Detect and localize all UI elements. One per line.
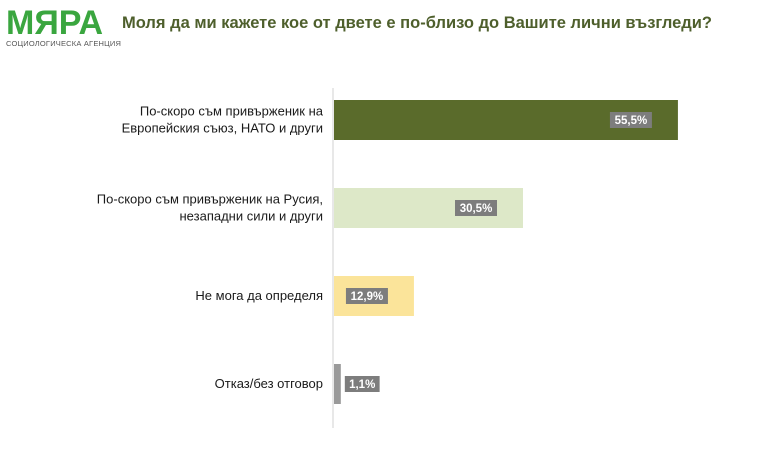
- logo-tagline: СОЦИОЛОГИЧЕСКА АГЕНЦИЯ: [6, 39, 122, 48]
- value-label-3: 1,1%: [349, 379, 375, 391]
- category-label-3: Отказ/без отговор: [215, 376, 323, 391]
- value-label-box-0: [609, 112, 652, 128]
- value-label-2: 12,9%: [351, 291, 384, 303]
- category-label-1: По-скоро съм привърженик на Русия, незапа…: [97, 192, 323, 224]
- chart-title: Моля да ми кажете кое от двете е по-близ…: [122, 14, 712, 32]
- logo: МЯРА СОЦИОЛОГИЧЕСКА АГЕНЦИЯ: [6, 6, 121, 48]
- value-label-box-2: [345, 288, 388, 304]
- bar-3: [334, 364, 341, 404]
- value-label-box-1: [455, 200, 497, 216]
- value-label-1: 30,5%: [460, 203, 493, 215]
- value-label-box-3: [344, 376, 380, 392]
- logo-name: МЯРА: [6, 4, 104, 42]
- value-label-0: 55,5%: [615, 115, 648, 127]
- category-label-2: Не мога да определя: [195, 288, 323, 303]
- category-label-0: По-скоро съм привърженик на Европейския с…: [122, 104, 324, 136]
